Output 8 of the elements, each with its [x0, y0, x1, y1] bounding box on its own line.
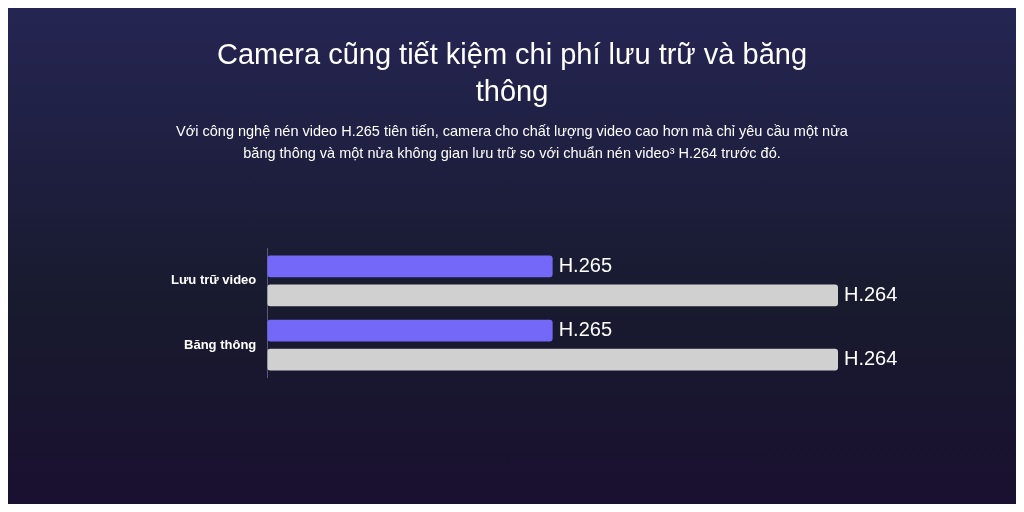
chart-subtitle: Với công nghệ nén video H.265 tiên tiến, camera cho chất lượng video cao hơn mà chỉ yêu cầu một nửa băng thông và một nửa không gian lưu trữ so với chuẩn nén video³ H.264 trước đó.	[175, 122, 849, 163]
chart-title: Camera cũng tiết kiệm chi phí lưu trữ và băng thông	[215, 37, 809, 109]
y-tick-label: Lưu trữ video	[170, 272, 257, 288]
text: H.264	[844, 347, 898, 370]
text: H.265	[558, 318, 613, 341]
series-label: H.265	[558, 253, 613, 276]
y-tick-label: Băng thông	[184, 336, 257, 352]
series-label: H.264	[844, 282, 898, 305]
